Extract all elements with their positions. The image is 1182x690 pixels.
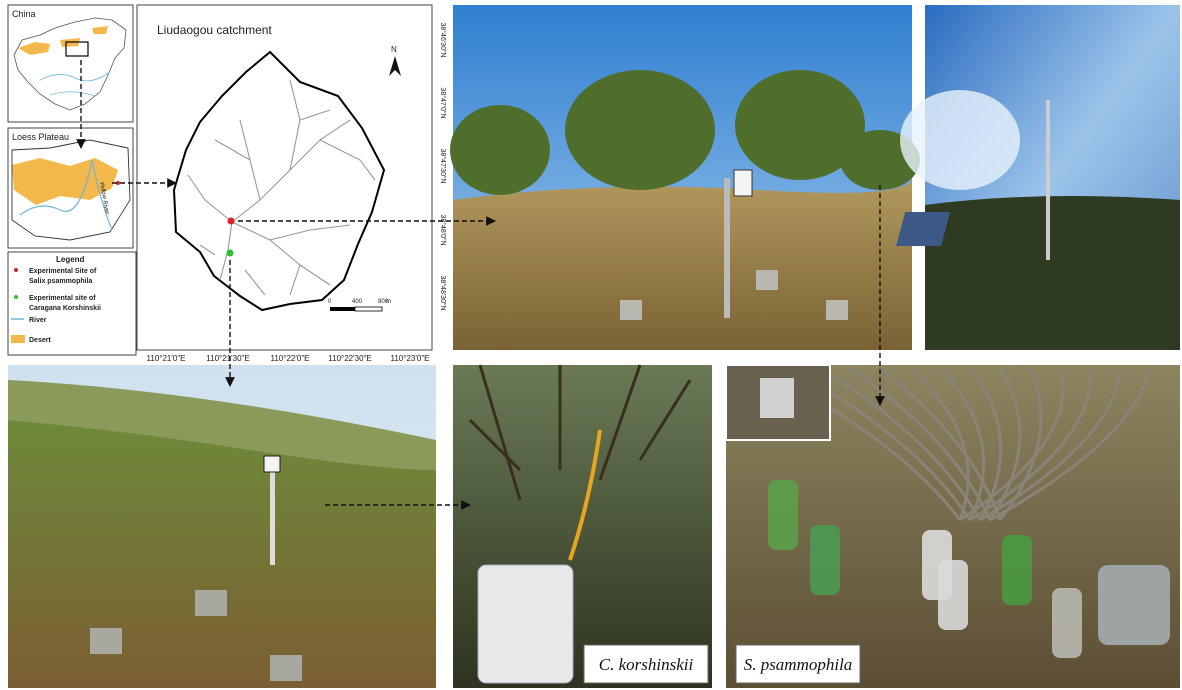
legend-label: Experimental site of (29, 295, 96, 302)
x-coord-label: 110°21'0"E (146, 354, 185, 363)
legend-label: Caragana Korshinskii (29, 305, 101, 312)
caption: S. psammophila (744, 655, 853, 674)
y-coord-label: 38°47'30"N (439, 148, 447, 183)
y-coord-label: 38°48'30"N (439, 275, 447, 310)
jerrycan (478, 565, 573, 683)
sun-glare (900, 90, 1020, 190)
funnel (760, 378, 794, 418)
shrub (565, 70, 715, 190)
pole (724, 178, 730, 318)
ground (925, 196, 1180, 350)
solar-panel (896, 212, 950, 246)
ground (453, 175, 912, 350)
y-coord-label: 38°48'0"N (439, 214, 447, 245)
legend-symbol (11, 335, 25, 343)
figure: ChinaLoess PlateauYellow RiverLegendExpe… (0, 0, 1182, 690)
bottle (1002, 535, 1032, 605)
collector (756, 270, 778, 290)
map-title: Liudaogou catchment (157, 23, 272, 37)
collector (620, 300, 642, 320)
shrub (450, 105, 550, 195)
site-salix (228, 218, 235, 225)
inset-label: Loess Plateau (12, 132, 69, 142)
mast (1046, 100, 1050, 260)
pole (270, 470, 275, 565)
bottle (1052, 588, 1082, 658)
bottle (768, 480, 798, 550)
legend-symbol (14, 295, 18, 299)
legend-symbol (14, 268, 18, 272)
rain-gauge (734, 170, 752, 196)
collector (270, 655, 302, 681)
x-coord-label: 110°22'0"E (270, 354, 309, 363)
collector (826, 300, 848, 320)
scale-label: m (386, 299, 391, 305)
scale-bar (355, 307, 382, 311)
bottle (938, 560, 968, 630)
scale-bar (330, 307, 355, 311)
collector (90, 628, 122, 654)
legend-label: Salix psammophila (29, 278, 93, 285)
collector (195, 590, 227, 616)
legend-title: Legend (56, 255, 85, 264)
x-coord-label: 110°21'30"E (206, 354, 249, 363)
caption: C. korshinskii (599, 655, 694, 674)
x-coord-label: 110°22'30"E (328, 354, 371, 363)
y-coord-label: 38°46'30"N (439, 22, 447, 57)
sensor-box (264, 456, 280, 472)
y-coord-label: 38°47'0"N (439, 87, 447, 118)
china-inset (8, 5, 133, 122)
bottle (810, 525, 840, 595)
scale-label: 400 (352, 299, 363, 305)
legend-label: Experimental Site of (29, 268, 97, 275)
x-coord-label: 110°23'0"E (390, 354, 429, 363)
north-label: N (391, 45, 397, 54)
inset-label: China (12, 9, 36, 19)
legend-label: River (29, 317, 47, 324)
collector (1098, 565, 1170, 645)
legend-label: Desert (29, 337, 51, 344)
site-caragana (227, 250, 234, 257)
